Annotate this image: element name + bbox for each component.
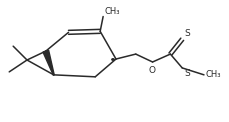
Text: CH₃: CH₃ <box>104 6 119 15</box>
Text: S: S <box>183 29 189 38</box>
Text: S: S <box>183 69 189 78</box>
Polygon shape <box>43 50 54 75</box>
Text: CH₃: CH₃ <box>205 70 221 79</box>
Text: O: O <box>147 66 154 75</box>
